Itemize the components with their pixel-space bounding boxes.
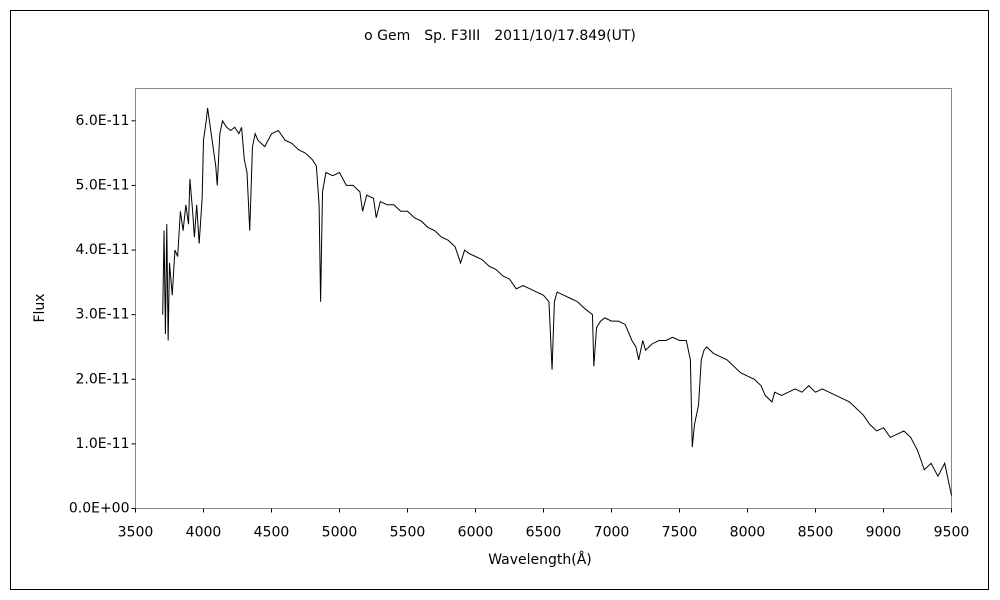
- x-axis-label: Wavelength(Å): [488, 551, 592, 568]
- x-tick-label: 7500: [662, 525, 698, 541]
- x-tick-label: 6000: [458, 525, 494, 541]
- plot-area: [135, 88, 952, 509]
- spectrum-line: [162, 107, 952, 496]
- chart-title: ο Gem Sp. F3III 2011/10/17.849(UT): [364, 28, 636, 44]
- y-tick-label: 6.0E-11: [76, 113, 130, 129]
- y-tick-label: 0.0E+00: [69, 501, 130, 517]
- y-tick-label: 3.0E-11: [76, 307, 130, 323]
- x-tick-label: 3500: [118, 525, 154, 541]
- x-tick-label: 5000: [322, 525, 358, 541]
- y-tick-label: 2.0E-11: [76, 371, 130, 387]
- x-tick-label: 8500: [798, 525, 834, 541]
- x-tick-label: 5500: [390, 525, 426, 541]
- x-tick-label: 7000: [594, 525, 630, 541]
- x-tick-label: 4500: [254, 525, 290, 541]
- y-axis-label: Flux: [32, 293, 48, 322]
- y-tick-label: 1.0E-11: [76, 436, 130, 452]
- y-tick-label: 4.0E-11: [76, 242, 130, 258]
- y-tick-label: 5.0E-11: [76, 177, 130, 193]
- x-tick-label: 8000: [730, 525, 766, 541]
- x-tick-label: 9500: [934, 525, 970, 541]
- x-tick-label: 4000: [186, 525, 222, 541]
- x-tick-label: 9000: [866, 525, 902, 541]
- x-tick-label: 6500: [526, 525, 562, 541]
